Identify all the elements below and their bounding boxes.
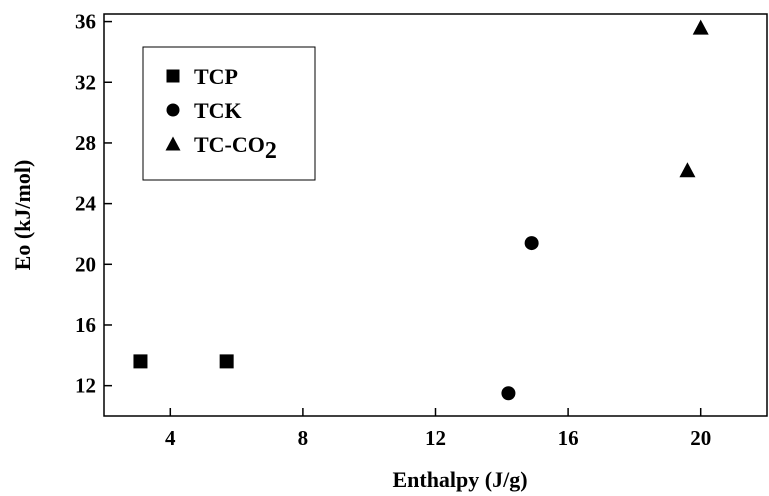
x-axis-label: Enthalpy (J/g) [392,467,527,492]
y-tick-label: 28 [75,131,96,155]
x-tick-label: 16 [558,426,579,450]
y-tick-label: 12 [75,374,96,398]
data-point-triangle [692,19,709,35]
data-points [133,19,709,401]
x-tick-label: 4 [165,426,176,450]
y-tick-label: 32 [75,70,96,94]
x-axis-ticks: 4 8 12 16 20 [165,408,711,450]
legend-marker-square [166,69,180,83]
legend-label: TCP [194,64,238,89]
legend-marker-circle [166,103,180,117]
data-point-circle [501,386,516,401]
x-tick-label: 8 [298,426,309,450]
data-point-circle [524,236,539,251]
x-tick-label: 20 [690,426,711,450]
y-tick-label: 20 [75,252,96,276]
data-point-square [133,354,148,369]
x-tick-label: 12 [425,426,446,450]
y-tick-label: 16 [75,313,96,337]
data-point-triangle [679,162,696,178]
legend-label: TCK [194,98,242,123]
y-tick-label: 24 [75,192,97,216]
y-tick-label: 36 [75,10,96,34]
legend-subscript: 2 [265,138,277,164]
y-axis-label: Eo (kJ/mol) [10,160,35,271]
data-point-square [219,354,234,369]
legend-marker-triangle [165,136,181,151]
y-axis-ticks: 12 16 20 24 28 32 36 [75,10,112,398]
